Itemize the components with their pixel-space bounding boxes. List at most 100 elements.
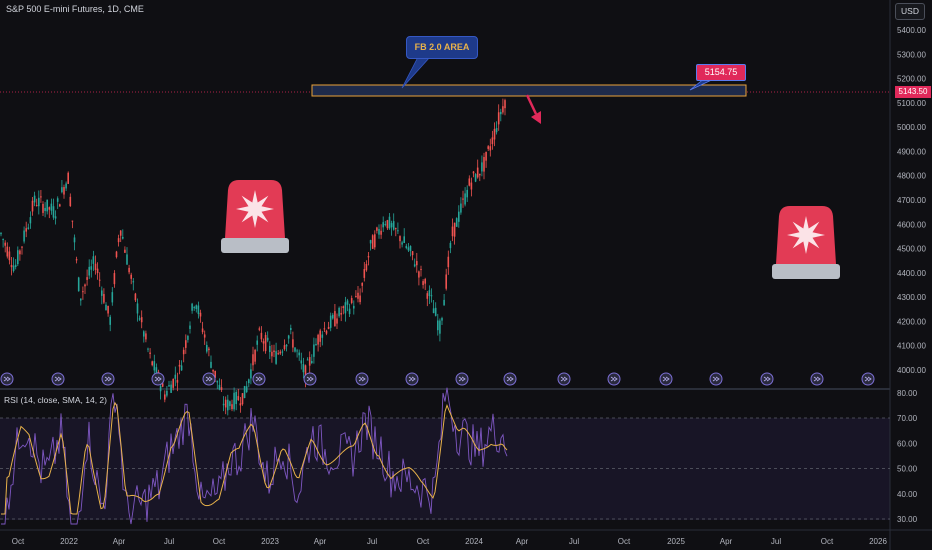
candle-body	[449, 242, 452, 249]
time-axis-label: Oct	[213, 537, 226, 546]
candle-body	[380, 230, 382, 235]
rsi-axis-label: 40.00	[897, 490, 918, 499]
candle-body	[111, 292, 114, 303]
fb-area-callout[interactable]: FB 2.0 AREA	[406, 36, 478, 59]
candle-body	[355, 296, 357, 298]
candle-body	[405, 245, 408, 249]
candle-body	[75, 259, 78, 261]
price-axis-label: 4500.00	[897, 245, 926, 254]
candle-body	[411, 251, 414, 256]
alarm-siren-icon-right-star	[787, 216, 825, 254]
rsi-ma-line	[1, 401, 508, 515]
pane-divider[interactable]	[0, 388, 890, 390]
time-axis-label: 2025	[667, 537, 685, 546]
candle-body	[29, 217, 32, 224]
candle-body	[14, 264, 17, 267]
candle-body	[103, 294, 105, 303]
candle-body	[428, 290, 431, 297]
callout-pointer	[401, 56, 431, 89]
candle-body	[220, 387, 223, 391]
candle-body	[145, 333, 147, 340]
down-arrow-icon[interactable]	[525, 94, 538, 115]
rsi-line	[1, 387, 508, 525]
event-marker-glyph	[154, 376, 162, 382]
candle-body	[222, 403, 225, 406]
candle-body	[191, 303, 193, 311]
fb-zone-rectangle[interactable]	[311, 84, 747, 97]
candle-body	[392, 221, 395, 230]
candle-body	[281, 351, 284, 353]
candle-body	[189, 325, 191, 329]
candle-body	[241, 393, 244, 405]
candle-body	[426, 293, 429, 299]
candle-body	[61, 187, 63, 193]
time-axis-label: Jul	[164, 537, 174, 546]
time-axis-label: 2026	[869, 537, 887, 546]
candle-body	[485, 151, 487, 161]
candle-body	[119, 230, 122, 236]
candle-body	[315, 343, 317, 346]
candle-body	[344, 302, 347, 314]
candle-body	[250, 369, 252, 379]
candle-body	[69, 196, 72, 207]
rsi-indicator-title[interactable]: RSI (14, close, SMA, 14, 2)	[4, 395, 107, 405]
candle-body	[235, 392, 237, 405]
candle-body	[279, 351, 282, 354]
candle-body	[40, 196, 42, 198]
price-label-callout[interactable]: 5154.75	[696, 64, 746, 81]
candle-body	[224, 399, 227, 408]
candle-body	[403, 236, 405, 243]
candle-body	[458, 211, 460, 222]
candle-body	[264, 334, 267, 352]
candle-body	[420, 268, 422, 270]
candle-body	[80, 298, 82, 301]
candle-body	[208, 348, 210, 351]
candle-body	[170, 384, 172, 393]
time-axis-label: Oct	[618, 537, 631, 546]
candle-body	[10, 265, 13, 268]
candle-body	[6, 246, 9, 257]
time-axis-label: Jul	[367, 537, 377, 546]
event-marker-glyph	[205, 376, 213, 382]
candle-body	[367, 256, 370, 258]
candle-body	[101, 290, 103, 296]
candle-body	[233, 392, 235, 410]
candle-body	[292, 339, 294, 348]
candle-body	[254, 349, 256, 362]
candle-body	[311, 361, 313, 363]
candle-body	[203, 334, 206, 338]
candle-body	[432, 308, 435, 314]
candle-body	[290, 328, 292, 330]
candle-body	[269, 345, 271, 353]
price-axis-label: 4100.00	[897, 342, 926, 351]
time-axis-label: Oct	[12, 537, 25, 546]
currency-button[interactable]: USD	[895, 3, 925, 20]
candle-body	[476, 167, 479, 178]
candle-body	[313, 344, 315, 357]
price-axis-label: 4300.00	[897, 293, 926, 302]
candle-body	[338, 307, 340, 317]
candle-body	[283, 345, 286, 350]
candle-body	[143, 331, 145, 337]
candle-body	[248, 379, 250, 384]
candle-body	[399, 236, 401, 242]
candle-body	[199, 312, 202, 317]
candle-body	[296, 350, 298, 352]
candle-body	[176, 379, 179, 383]
candle-body	[0, 232, 2, 235]
candle-body	[52, 206, 55, 218]
rsi-axis-label: 70.00	[897, 414, 918, 423]
candle-body	[504, 100, 506, 109]
rsi-axis-label: 50.00	[897, 465, 918, 474]
alarm-siren-icon-right-base	[772, 264, 840, 279]
candle-body	[149, 352, 151, 354]
rsi-axis-label: 80.00	[897, 389, 918, 398]
candle-body	[59, 204, 61, 207]
candle-body	[487, 146, 489, 149]
candle-body	[453, 222, 456, 237]
candle-body	[126, 254, 128, 265]
candle-body	[277, 353, 279, 355]
candle-body	[44, 207, 46, 211]
